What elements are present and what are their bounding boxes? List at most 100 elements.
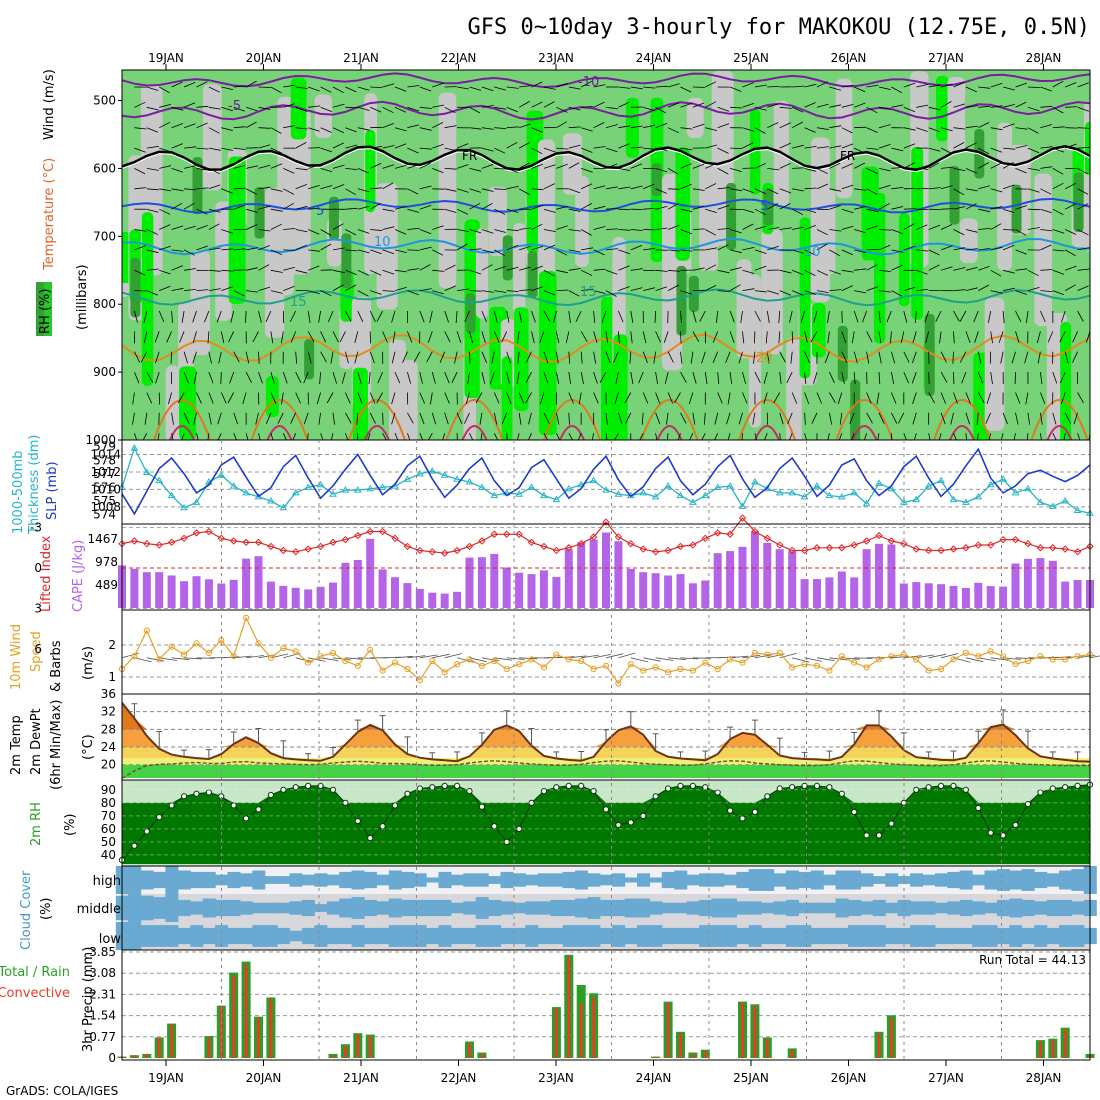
cloud-cover-block [885,902,899,914]
wind-barb [742,331,745,344]
label-rh: RH (%) [38,289,53,334]
wind-barb [184,146,197,149]
thickness-point [986,480,995,488]
cloud-cover-block [550,899,564,917]
rh-point [565,782,572,790]
thickness-point [540,491,548,499]
lifted-index-point [180,534,188,543]
wind-barb [506,106,518,113]
wind-barb [568,412,570,425]
cloud-cover-block [711,873,725,887]
surface-wind-barb [308,657,326,662]
wind-barb [766,351,770,364]
wind-barb [208,223,220,230]
lifted-index-tick-label: 3 [34,602,42,616]
rh-moist-plume [874,192,886,344]
wind-barb [705,229,716,236]
wind-barb [419,204,432,210]
wind-barb [517,351,520,364]
cloud-cover-block [463,873,477,887]
thickness-line [121,446,1091,514]
wind-barb [849,412,855,425]
wind-barb [382,145,395,149]
wind-barb [519,289,532,291]
wind-barb [580,372,584,384]
wind-barb [432,168,444,174]
wind-speed-point [478,662,485,669]
wind-barb [680,208,693,212]
rh-point [379,823,386,830]
wind-barb [716,310,719,323]
thickness-point [242,488,250,496]
label-wind-speed: Speed [29,631,44,672]
rh-dark-patch [676,265,687,336]
wind-barb [978,162,989,169]
wind-barb [978,248,991,251]
rh-point [453,782,461,790]
cloud-cover-block [364,871,377,889]
wind-barb [655,372,658,384]
wind-barb [581,106,594,108]
wind-barb [990,246,1003,251]
cloud-cover-block [264,925,278,947]
rh-point [578,782,585,790]
wind-barb [568,249,581,253]
rh-point [751,808,759,816]
wind-barb [792,249,804,254]
wind-barb [196,187,209,190]
rh-dark-patch [1073,172,1084,232]
rh-point [429,784,436,791]
wind-barb [593,146,606,149]
cloud-cover-block [1034,871,1048,889]
wind-barb [283,125,296,129]
wind-speed-point [205,649,212,657]
cloud-cover-block [165,925,179,947]
wind-barb [655,168,668,173]
cape-bar [1048,560,1057,608]
thickness-point [726,482,734,489]
wind-barb [245,188,257,195]
wind-barb [990,372,993,385]
rh-point [764,793,771,800]
wind-barb [146,145,159,149]
wind-barb [605,433,608,440]
cape-lifted-index-panel [118,514,1094,611]
precip-convective-bar [157,1037,161,1058]
precip-convective-bar [132,1055,136,1058]
wind-barb [779,106,792,109]
wind-barb [481,331,486,344]
wind-speed-point [168,643,175,650]
precip-convective-bar [269,998,273,1058]
wind-barb [965,125,978,129]
wind-barb [1065,143,1077,149]
wind-barb [146,249,159,254]
wind-barb [1015,168,1027,174]
wind-barb [367,433,371,440]
label-cape: CAPE (J/kg) [71,540,86,612]
thickness-point [1073,506,1082,513]
cloud-cover-block [674,902,688,914]
wind-barb [183,225,196,230]
cloud-cover-block [649,877,663,883]
wind-barb [851,331,855,344]
wind-barb [866,351,870,364]
wind-barb [791,392,798,404]
wind-barb [729,284,741,291]
wind-barb [903,143,916,149]
cloud-cover-block [947,901,961,915]
wind-barb [320,185,333,190]
wind-barb [407,227,420,230]
cloud-cover-block [128,922,142,950]
wind-barb [965,433,967,440]
contour-label-15-b: 15 [580,285,597,300]
wind-barb [977,392,985,404]
wind-barb [568,351,571,364]
wind-barb [319,372,321,385]
rh-point [404,790,411,797]
wind-barb [457,229,469,232]
cloud-cover-block [599,927,613,945]
surface-wind-barb [419,654,438,659]
lifted-index-point [130,537,139,545]
wind-barb [493,433,499,440]
wind-barb [618,101,630,108]
